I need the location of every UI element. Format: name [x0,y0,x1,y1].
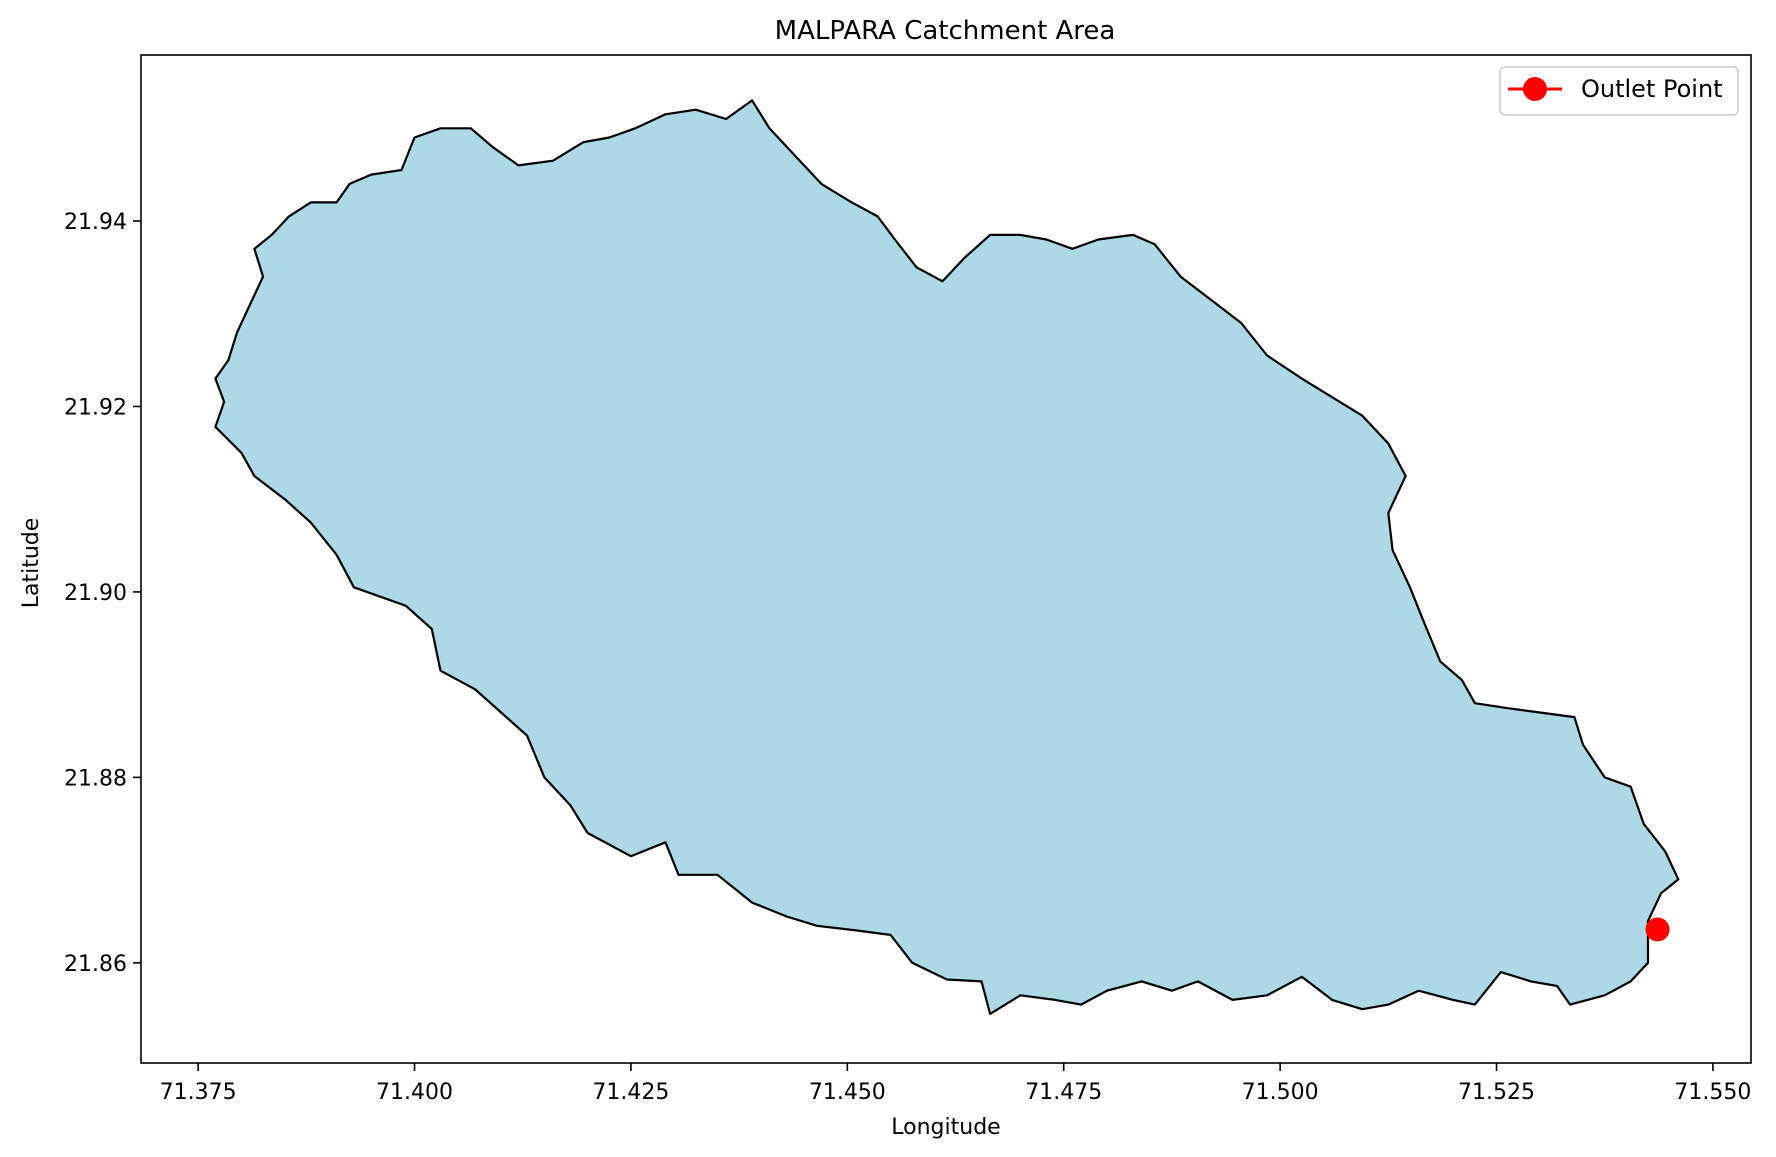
y-tick-label: 21.86 [64,952,127,977]
y-axis-label: Latitude [19,518,44,609]
outlet-point-marker [1645,917,1670,942]
x-tick-label: 71.550 [1674,1080,1751,1105]
legend-box [1499,66,1739,116]
x-tick-label: 71.400 [376,1080,453,1105]
legend-label-outlet-point: Outlet Point [1581,75,1723,103]
x-axis-ticks: 71.375 71.400 71.425 71.450 71.475 71.500 71.5… [160,1063,1751,1105]
axes-frame [140,54,1752,1064]
x-tick-label: 71.450 [809,1080,886,1105]
x-axis-label: Longitude [891,1115,1000,1140]
legend: Outlet Point [1499,66,1739,116]
x-tick-label: 71.375 [160,1080,237,1105]
legend-circle-marker [1523,77,1547,101]
x-tick-label: 71.525 [1458,1080,1535,1105]
y-tick-label: 21.94 [64,210,127,235]
x-tick-label: 71.475 [1025,1080,1102,1105]
y-tick-label: 21.90 [64,581,127,606]
plot-area [140,54,1752,1064]
x-tick-label: 71.425 [592,1080,669,1105]
map-title: MALPARA Catchment Area [775,16,1116,46]
catchment-area-polygon [214,99,1680,1015]
x-tick-label: 71.500 [1242,1080,1319,1105]
y-axis-ticks: 21.86 21.88 21.90 21.92 21.94 [64,210,141,977]
y-tick-label: 21.92 [64,395,127,420]
y-tick-label: 21.88 [64,766,127,791]
